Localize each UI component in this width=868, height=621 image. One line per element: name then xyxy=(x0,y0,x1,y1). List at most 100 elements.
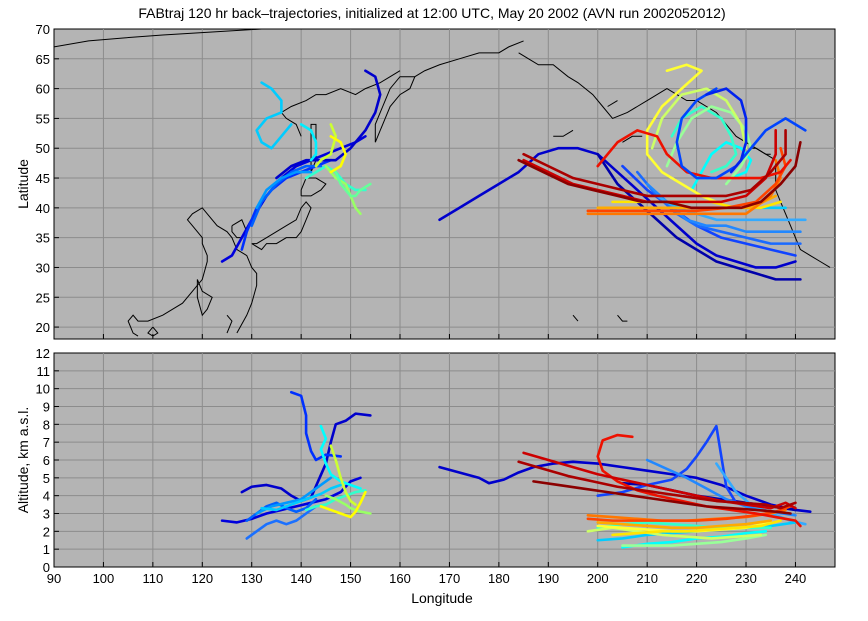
trajectory-line xyxy=(334,170,372,198)
trajectory-line xyxy=(324,494,372,515)
trajectory-line xyxy=(586,505,792,522)
latitude-axis-label: Latitude xyxy=(15,159,31,209)
coastline xyxy=(617,314,628,322)
trajectory-line xyxy=(319,490,367,519)
coastline xyxy=(750,147,771,155)
trajectory-line xyxy=(596,433,802,528)
coastlines xyxy=(54,29,831,337)
trajectory-line xyxy=(517,460,797,510)
y-tick-label: 45 xyxy=(36,171,50,186)
y-tick-label: 30 xyxy=(36,260,50,275)
trajectory-line xyxy=(299,123,318,162)
x-tick-label: 160 xyxy=(389,571,411,586)
x-tick-label: 110 xyxy=(142,571,163,586)
trajectory-line xyxy=(517,140,802,210)
y-tick-label: 35 xyxy=(36,231,50,246)
coastline xyxy=(572,314,579,322)
trajectory-line xyxy=(596,152,802,281)
coastline xyxy=(518,52,831,268)
trajectory-line xyxy=(611,519,782,537)
altitude-axis-label: Altitude, km a.s.l. xyxy=(15,407,31,514)
map-panel: 20 25 30 35 40 45 50 55 60 65 70 Latitude xyxy=(15,22,836,340)
y-tick-label: 5 xyxy=(43,471,50,486)
y-tick-label: 1 xyxy=(43,542,50,557)
map-trajectories xyxy=(220,63,807,281)
trajectory-line xyxy=(621,164,797,257)
trajectory-line xyxy=(245,505,318,540)
y-tick-label: 50 xyxy=(36,141,50,156)
trajectory-line xyxy=(255,170,313,210)
x-tick-label: 130 xyxy=(241,571,263,586)
coastline xyxy=(622,135,643,143)
trajectory-line xyxy=(621,533,768,547)
x-tick-label: 100 xyxy=(93,571,115,586)
coastline xyxy=(607,100,618,107)
trajectory-line xyxy=(260,483,342,512)
trajectory-line xyxy=(438,146,797,269)
trajectory-line xyxy=(314,123,338,168)
x-tick-label: 170 xyxy=(439,571,461,586)
x-tick-label: 190 xyxy=(537,571,559,586)
coastline xyxy=(300,177,327,197)
trajectory-line xyxy=(522,451,797,510)
y-tick-label: 55 xyxy=(36,111,50,126)
altitude-trajectories xyxy=(220,390,812,549)
trajectory-line xyxy=(329,135,347,174)
y-tick-label: 70 xyxy=(36,22,50,37)
y-tick-label: 3 xyxy=(43,507,50,522)
trajectory-line xyxy=(255,81,293,150)
coastline xyxy=(127,207,258,337)
coastline xyxy=(54,29,351,48)
coastline xyxy=(414,40,524,78)
y-tick-label: 11 xyxy=(37,364,51,379)
trajectory-line xyxy=(705,87,748,174)
trajectory-line xyxy=(324,164,362,216)
trajectory-line xyxy=(645,63,718,204)
coastline xyxy=(553,129,574,137)
y-tick-label: 65 xyxy=(36,52,50,67)
x-tick-label: 180 xyxy=(488,571,510,586)
trajectory-line xyxy=(586,146,787,213)
trajectory-line xyxy=(675,87,807,180)
trajectory-line xyxy=(596,519,773,530)
trajectory-line xyxy=(275,69,382,180)
trajectory-line xyxy=(596,194,777,210)
coastline xyxy=(196,279,213,317)
coastline xyxy=(226,314,233,334)
y-tick-label: 6 xyxy=(43,453,50,468)
y-tick-label: 20 xyxy=(36,320,50,335)
x-tick-label: 200 xyxy=(587,571,609,586)
coastline xyxy=(251,201,312,251)
trajectory-line xyxy=(522,129,787,198)
y-tick-label: 7 xyxy=(43,435,50,450)
x-tick-label: 220 xyxy=(686,571,708,586)
latitude-tick-labels: 20 25 30 35 40 45 50 55 60 65 70 xyxy=(36,22,50,335)
longitude-axis-label: Longitude xyxy=(411,590,473,606)
longitude-tick-labels: 90 100 110 120 130 140 150 160 170 180 190 200 210 22… xyxy=(47,571,807,586)
trajectory-line xyxy=(532,480,792,515)
chart-title: FABtraj 120 hr back–trajectories, initia… xyxy=(138,5,725,21)
trajectory-line xyxy=(319,424,362,490)
x-tick-label: 230 xyxy=(735,571,757,586)
x-tick-label: 210 xyxy=(636,571,658,586)
y-tick-label: 2 xyxy=(43,524,50,539)
map-plot-area xyxy=(53,28,836,340)
y-tick-label: 25 xyxy=(36,290,50,305)
y-tick-label: 8 xyxy=(43,417,50,432)
x-tick-label: 240 xyxy=(785,571,807,586)
y-tick-label: 0 xyxy=(43,560,50,575)
y-tick-label: 9 xyxy=(43,400,50,415)
y-tick-label: 60 xyxy=(36,82,50,97)
y-tick-label: 12 xyxy=(36,346,50,361)
x-tick-label: 150 xyxy=(340,571,362,586)
trajectory-line xyxy=(255,476,333,515)
y-tick-label: 4 xyxy=(43,489,50,504)
trajectory-line xyxy=(665,105,753,186)
x-tick-label: 140 xyxy=(290,571,312,586)
trajectory-line xyxy=(650,87,748,150)
coastline xyxy=(147,326,159,337)
x-tick-label: 120 xyxy=(191,571,213,586)
